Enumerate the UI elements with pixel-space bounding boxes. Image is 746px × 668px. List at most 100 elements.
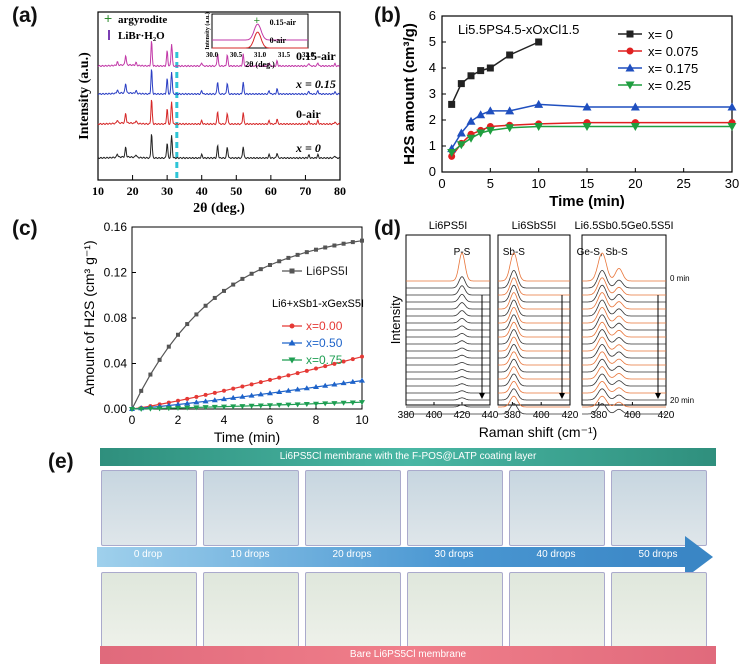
raman-spectrum-2-16 — [582, 380, 666, 394]
raman-title-1: Li6SbS5I — [512, 220, 557, 232]
point-3-14 — [257, 403, 264, 409]
raman-spectrum-0-13 — [406, 369, 490, 373]
point-0-0 — [448, 100, 456, 108]
point-3-9 — [211, 404, 218, 410]
x-tick-label-1: 5 — [487, 176, 494, 191]
point-1-16 — [277, 375, 282, 380]
point-2-11 — [230, 394, 237, 400]
point-3-7 — [582, 123, 592, 131]
raman-spectrum-2-6 — [582, 306, 666, 324]
xrd-chart: 10 20 30 40 50 60 70 80 2θ (deg.) Intensity (a.u.… — [77, 10, 346, 216]
point-2-15 — [267, 390, 273, 396]
time-label-start: 0 min — [670, 274, 690, 283]
raman-tick-label-1-2: 420 — [562, 410, 579, 421]
point-3-24 — [349, 400, 356, 406]
legend-marker-argyrodite: + — [104, 10, 112, 26]
point-0-17 — [286, 255, 291, 260]
raman-frame-1 — [497, 234, 571, 406]
legend-label-libr: LiBr·H₂O — [118, 30, 165, 42]
legend-marker-0 — [289, 268, 295, 274]
inset-x-title: 2θ (deg.) — [245, 60, 275, 69]
legend-title: Li6+xSb1-xGexS5I — [272, 298, 364, 310]
point-1-5 — [176, 398, 180, 403]
x-axis-title: Time (min) — [214, 429, 280, 445]
raman-spectrum-2-17 — [582, 388, 666, 401]
point-3-1 — [456, 141, 466, 150]
point-0-16 — [277, 259, 282, 264]
raman-spectrum-0-8 — [406, 332, 490, 338]
raman-spectrum-1-13 — [498, 358, 570, 373]
point-3-5 — [505, 124, 515, 133]
point-1-23 — [341, 359, 346, 364]
time-arrow-head-1 — [559, 393, 565, 399]
raman-spectrum-0-10 — [406, 347, 490, 352]
point-2-5 — [505, 106, 515, 115]
coated-photo-50 — [611, 470, 707, 546]
panel-b: (b) 0 5 10 15 20 25 30 0 1 2 3 4 5 6 Time (min) H2S amo… — [370, 0, 746, 215]
point-3-0 — [129, 407, 135, 412]
point-0-8 — [203, 303, 208, 308]
point-3-20 — [313, 401, 319, 407]
raman-title-0: Li6PS5I — [429, 220, 468, 232]
drop-progress-arrow — [97, 547, 687, 567]
x-tick-label-2: 4 — [221, 413, 228, 427]
h2s-time-chart: 0 2 4 6 8 10 0.00 0.04 0.08 0.12 0.16 Time (min) Amo… — [81, 220, 369, 445]
raman-frame-0 — [405, 234, 491, 406]
raman-spectrum-0-5 — [406, 310, 490, 317]
point-3-10 — [221, 404, 227, 410]
x-tick-label-6: 30 — [725, 176, 739, 191]
point-1-6 — [185, 396, 190, 401]
x-tick-label-3: 40 — [196, 184, 208, 198]
raman-spectrum-2-0 — [582, 252, 666, 282]
y-tick-label-2: 2 — [429, 112, 436, 127]
series-label-1: 0-air — [296, 107, 321, 121]
inset-frame — [211, 13, 309, 49]
raman-spectrum-2-9 — [582, 329, 666, 345]
point-0-3 — [157, 357, 162, 362]
point-3-12 — [239, 404, 246, 410]
point-3-7 — [193, 405, 200, 411]
raman-peak-label-0: P-S — [454, 247, 471, 258]
point-0-7 — [194, 312, 199, 317]
panel-label-d: (d) — [374, 217, 401, 240]
y-tick-label-4: 0.16 — [104, 220, 128, 234]
legend-label-0: x= 0 — [648, 27, 673, 42]
inset-tick-0: 30.0 — [206, 51, 219, 59]
point-0-11 — [231, 282, 236, 287]
point-0-24 — [350, 240, 355, 245]
point-3-9 — [727, 123, 737, 131]
raman-spectrum-1-17 — [498, 388, 570, 401]
drop-label-50: 50 drops — [638, 549, 678, 560]
x-tick-label-4: 8 — [313, 413, 320, 427]
point-2-8 — [202, 398, 209, 404]
raman-spectrum-1-19 — [498, 403, 570, 415]
y-tick-label-6: 6 — [429, 8, 436, 23]
coated-membrane-banner: Li6PS5Cl membrane with the F-POS@LATP co… — [100, 448, 716, 466]
point-1-17 — [286, 373, 291, 378]
point-1-11 — [231, 386, 236, 391]
legend-marker-1 — [626, 47, 634, 55]
point-3-17 — [285, 402, 292, 408]
raman-spectrum-0-7 — [406, 325, 490, 331]
point-0-5 — [506, 51, 514, 59]
point-0-2 — [148, 372, 153, 377]
point-1-20 — [314, 366, 318, 371]
raman-spectrum-1-11 — [498, 343, 570, 359]
legend-label-1: x= 0.075 — [648, 44, 698, 59]
raman-tick-label-2-1: 400 — [624, 410, 641, 421]
raman-spectrum-1-7 — [498, 314, 570, 331]
x-tick-label-4: 50 — [230, 184, 242, 198]
bare-photo-0 — [101, 572, 197, 648]
point-3-4 — [165, 406, 172, 412]
inset-tick-2: 31.0 — [254, 51, 267, 59]
raman-spectrum-1-1 — [498, 269, 570, 289]
point-0-10 — [222, 288, 226, 293]
point-2-25 — [359, 377, 365, 383]
raman-spectrum-1-8 — [498, 321, 570, 338]
x-axis-title: 2θ (deg.) — [193, 201, 245, 215]
point-2-19 — [303, 385, 310, 391]
point-3-25 — [359, 400, 365, 406]
inset-argyrodite-marker: + — [254, 15, 260, 27]
panel-label-c: (c) — [12, 217, 38, 240]
point-2-18 — [294, 386, 301, 392]
